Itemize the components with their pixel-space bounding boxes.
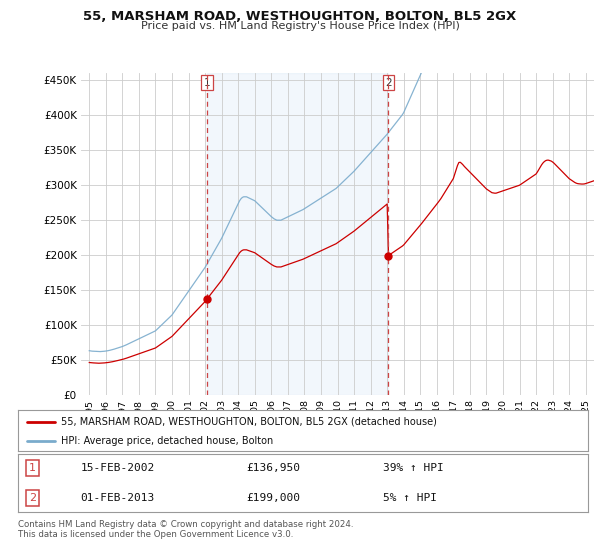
Text: HPI: Average price, detached house, Bolton: HPI: Average price, detached house, Bolt… bbox=[61, 436, 273, 446]
Text: 55, MARSHAM ROAD, WESTHOUGHTON, BOLTON, BL5 2GX: 55, MARSHAM ROAD, WESTHOUGHTON, BOLTON, … bbox=[83, 10, 517, 23]
Bar bbox=[207, 73, 388, 395]
Text: 2: 2 bbox=[29, 493, 36, 503]
Text: 1: 1 bbox=[204, 78, 211, 87]
Text: 15-FEB-2002: 15-FEB-2002 bbox=[80, 463, 155, 473]
Text: 2: 2 bbox=[385, 78, 392, 87]
Text: 55, MARSHAM ROAD, WESTHOUGHTON, BOLTON, BL5 2GX (detached house): 55, MARSHAM ROAD, WESTHOUGHTON, BOLTON, … bbox=[61, 417, 437, 427]
Text: 39% ↑ HPI: 39% ↑ HPI bbox=[383, 463, 443, 473]
Text: 1: 1 bbox=[29, 463, 36, 473]
Text: 5% ↑ HPI: 5% ↑ HPI bbox=[383, 493, 437, 503]
Text: Price paid vs. HM Land Registry's House Price Index (HPI): Price paid vs. HM Land Registry's House … bbox=[140, 21, 460, 31]
Text: 01-FEB-2013: 01-FEB-2013 bbox=[80, 493, 155, 503]
Text: £136,950: £136,950 bbox=[246, 463, 300, 473]
Text: Contains HM Land Registry data © Crown copyright and database right 2024.
This d: Contains HM Land Registry data © Crown c… bbox=[18, 520, 353, 539]
Text: £199,000: £199,000 bbox=[246, 493, 300, 503]
